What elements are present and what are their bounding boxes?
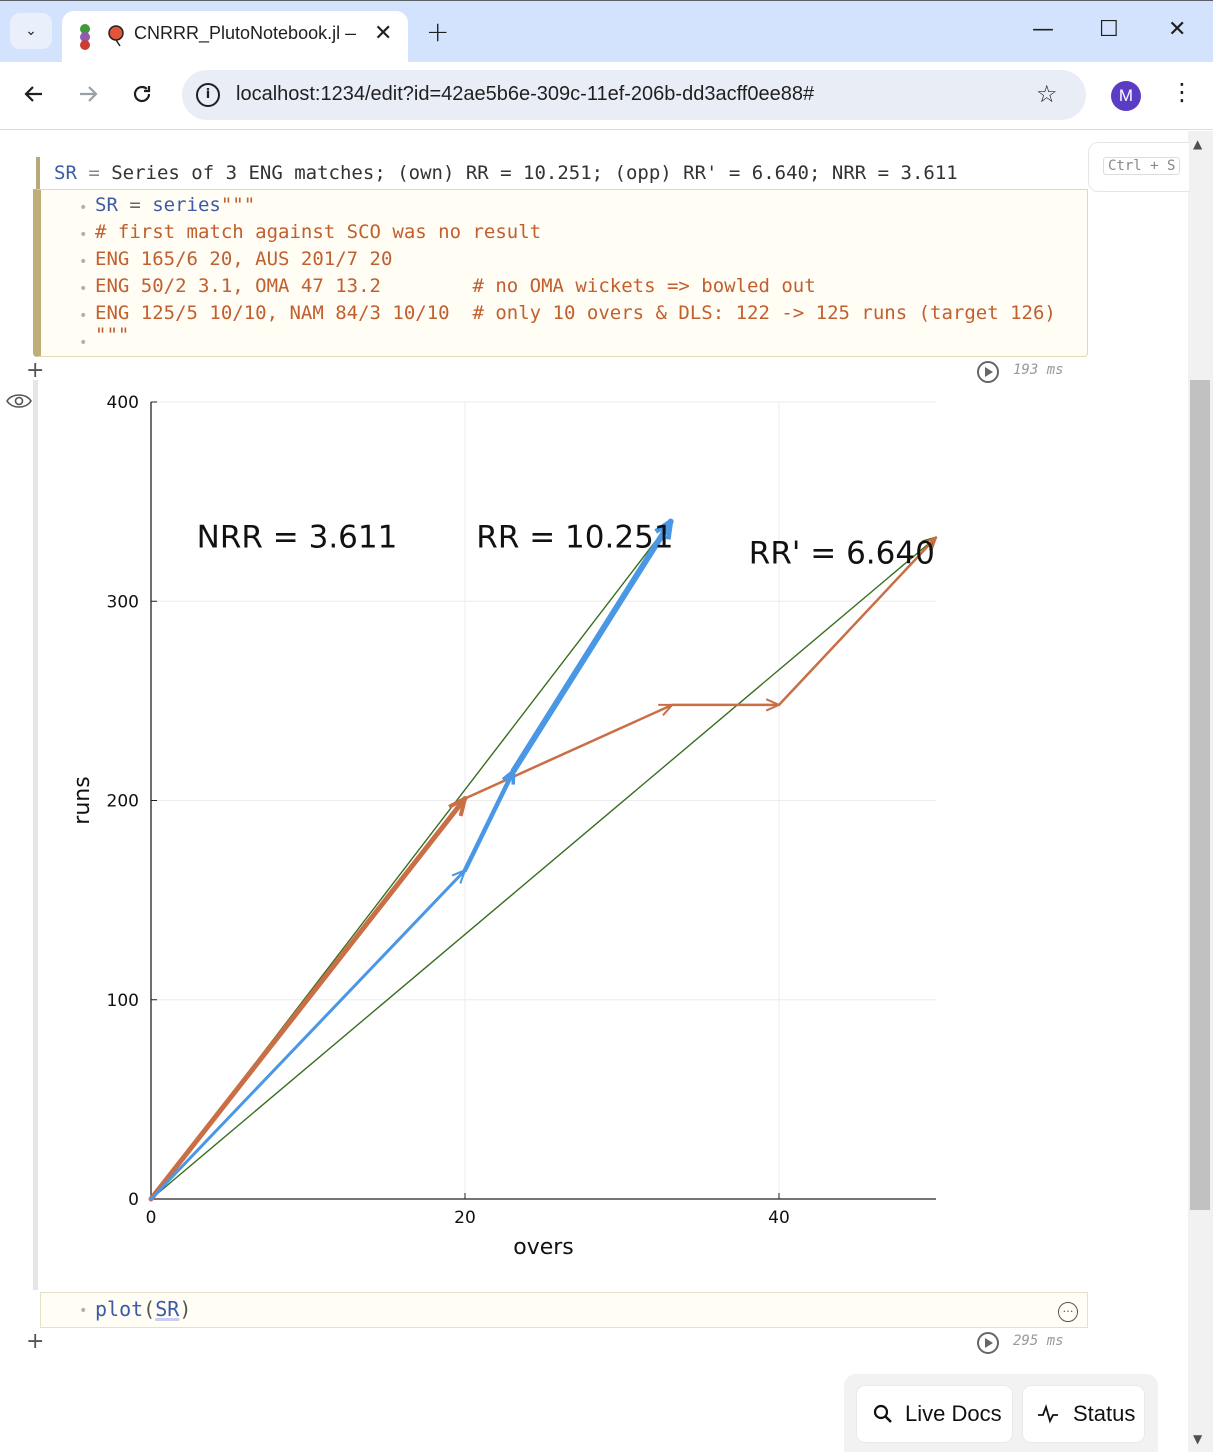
- reload-button[interactable]: [130, 82, 154, 112]
- search-icon: [873, 1404, 892, 1423]
- cell2-code-editor[interactable]: • plot(SR): [40, 1292, 1088, 1328]
- code-line-4: ENG 50/2 3.1, OMA 47 13.2 # no OMA wicke…: [95, 275, 816, 297]
- live-docs-button[interactable]: Live Docs: [857, 1386, 1012, 1442]
- cell2-output-bar: [33, 380, 38, 1290]
- code-line-3: ENG 165/6 20, AUS 201/7 20: [95, 248, 393, 270]
- run-cell-icon[interactable]: [977, 361, 999, 383]
- url-text: localhost:1234/edit?id=42ae5b6e-309c-11e…: [236, 83, 815, 105]
- code-line-5: ENG 125/5 10/10, NAM 84/3 10/10 # only 1…: [95, 302, 1056, 324]
- chevron-down-icon: ⌄: [25, 23, 37, 39]
- new-tab-button[interactable]: +: [426, 15, 450, 48]
- cell1-output: SR = Series of 3 ENG matches; (own) RR =…: [36, 157, 1092, 189]
- y-tick-label: 0: [128, 1190, 139, 1210]
- y-tick-label: 300: [107, 592, 139, 612]
- browser-toolbar: i localhost:1234/edit?id=42ae5b6e-309c-1…: [0, 62, 1213, 130]
- x-axis-label: overs: [513, 1235, 574, 1260]
- y-tick-label: 400: [107, 393, 139, 413]
- cell-menu-icon[interactable]: …: [1058, 1302, 1078, 1322]
- reload-icon: [133, 85, 151, 103]
- y-tick-label: 200: [107, 792, 139, 812]
- footer-panel: Live Docs Status: [844, 1374, 1158, 1452]
- save-shortcut-keys: Ctrl + S: [1103, 157, 1181, 175]
- cell2-runtime: 295 ms: [1013, 1333, 1064, 1349]
- browser-menu-icon[interactable]: ⋮: [1170, 78, 1194, 106]
- live-docs-label: Live Docs: [905, 1401, 1002, 1426]
- x-tick-label: 0: [146, 1208, 157, 1228]
- forward-arrow-icon: [80, 86, 98, 102]
- x-tick-label: 20: [454, 1208, 476, 1228]
- own-segment-1: [149, 868, 467, 1201]
- tab-search-button[interactable]: ⌄: [10, 13, 52, 49]
- tab-strip: ⌄ CNRRR_PlutoNotebook.jl — ✕ + — ☐ ✕: [0, 0, 1213, 63]
- site-info-icon[interactable]: i: [196, 83, 220, 107]
- opp-segment-1: [148, 796, 468, 1202]
- annotation-1: NRR = 3.611: [197, 519, 398, 555]
- own-segment-3-head: [654, 519, 674, 540]
- tab-title: CNRRR_PlutoNotebook.jl —: [134, 23, 356, 43]
- add-cell-button-2[interactable]: +: [26, 1329, 45, 1354]
- minimize-button[interactable]: —: [1032, 17, 1054, 42]
- scroll-up-arrow-icon[interactable]: ▲: [1193, 137, 1203, 151]
- status-button[interactable]: Status: [1023, 1386, 1144, 1442]
- forward-button[interactable]: [76, 82, 100, 112]
- cell1-runtime: 193 ms: [1013, 362, 1064, 378]
- code-line-6: """: [95, 324, 130, 346]
- y-axis-label: runs: [70, 776, 95, 824]
- rate-line-2: [150, 536, 937, 1200]
- pluto-balloon-icon: [108, 25, 124, 47]
- opp-segment-2: [463, 703, 674, 800]
- address-bar[interactable]: i localhost:1234/edit?id=42ae5b6e-309c-1…: [182, 70, 1086, 120]
- close-tab-icon[interactable]: ✕: [374, 21, 393, 46]
- maximize-button[interactable]: ☐: [1099, 17, 1119, 42]
- bookmark-star-icon[interactable]: ☆: [1036, 80, 1058, 108]
- x-tick-label: 40: [768, 1208, 790, 1228]
- save-shortcut-hint[interactable]: Ctrl + S: [1088, 142, 1189, 192]
- annotation-2: RR = 10.251: [476, 519, 673, 555]
- back-button[interactable]: [22, 82, 46, 112]
- scroll-down-arrow-icon[interactable]: ▼: [1193, 1432, 1203, 1446]
- own-segment-2: [462, 768, 516, 873]
- cell1-code-editor[interactable]: • • • • • • SR = series""" # first match…: [33, 189, 1088, 357]
- scrollbar-thumb[interactable]: [1190, 380, 1210, 1210]
- back-arrow-icon: [24, 86, 42, 102]
- own-segment-3: [510, 518, 674, 774]
- run-cell2-icon[interactable]: [977, 1332, 999, 1354]
- add-cell-button[interactable]: +: [26, 358, 45, 383]
- series-output-text: SR = Series of 3 ENG matches; (own) RR =…: [54, 162, 958, 184]
- profile-avatar[interactable]: M: [1111, 81, 1141, 111]
- browser-tab[interactable]: CNRRR_PlutoNotebook.jl — ✕: [62, 11, 408, 63]
- opp-segment-4-head: [922, 536, 937, 552]
- eye-icon[interactable]: [6, 392, 32, 410]
- plot-call-code: plot(SR): [95, 1297, 192, 1321]
- annotation-3: RR' = 6.640: [749, 535, 935, 571]
- y-tick-label: 100: [107, 991, 139, 1011]
- activity-pulse-icon: [1038, 1404, 1058, 1424]
- code-line-1: SR = series""": [95, 194, 256, 216]
- pluto-favicon-icon: [80, 24, 90, 50]
- opp-segment-4: [777, 536, 938, 707]
- close-window-button[interactable]: ✕: [1168, 17, 1187, 42]
- code-line-2: # first match against SCO was no result: [95, 221, 542, 243]
- status-label: Status: [1073, 1401, 1136, 1426]
